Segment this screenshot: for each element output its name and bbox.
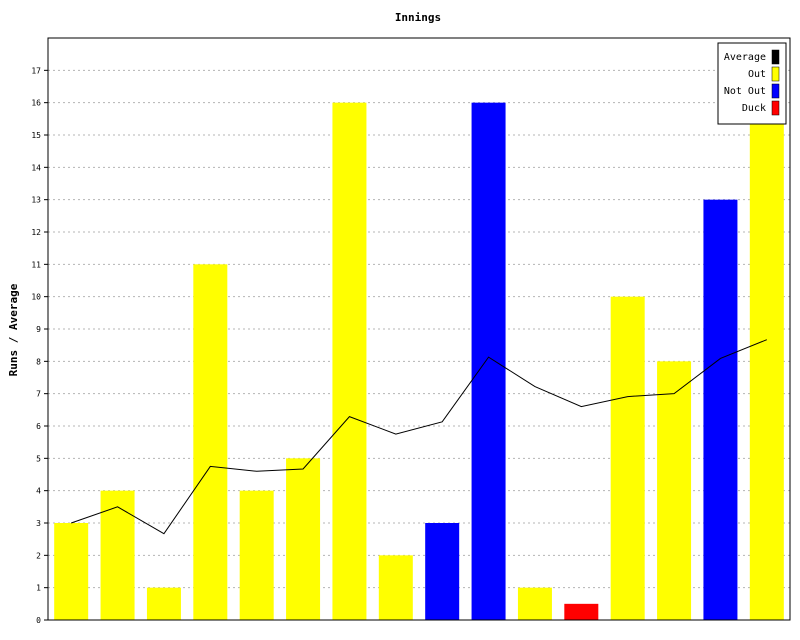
y-tick-label: 17 [31,66,41,75]
legend-label: Average [724,52,766,63]
bar-out [193,264,228,620]
bar-out [378,555,413,620]
legend-label: Out [748,69,766,80]
bar-out [657,361,692,620]
chart-title: Innings [395,11,441,24]
bar-out [286,458,321,620]
legend: Average Out Not Out Duck [717,42,787,125]
bar-out [100,490,135,620]
legend-swatch [771,100,780,116]
y-tick-label: 1 [36,584,41,593]
bar-duck [564,603,599,620]
y-tick-label: 10 [31,293,41,302]
bar-out [749,102,784,620]
bar-out [239,490,274,620]
y-tick-label: 4 [36,487,41,496]
legend-swatch [771,66,780,82]
average-series-line [71,339,767,535]
bar-out [332,102,367,620]
y-axis-label: Runs / Average [7,283,20,376]
gridlines [48,69,790,589]
legend-label: Duck [742,103,766,114]
y-tick-label: 3 [36,519,41,528]
bars [54,102,784,620]
bar-not-out [425,523,460,620]
y-tick-label: 12 [31,228,41,237]
legend-label: Not Out [724,86,766,97]
y-tick-label: 2 [36,551,41,560]
y-tick-label: 6 [36,422,41,431]
y-tick-label: 13 [31,196,41,205]
legend-swatch [771,49,780,65]
plot-frame [47,37,791,621]
bar-out [517,587,552,620]
y-tick-label: 16 [31,99,41,108]
y-tick-label: 5 [36,454,41,463]
bar-out [146,587,181,620]
y-tick-label: 15 [31,131,41,140]
y-tick-label: 11 [31,260,41,269]
y-tick-label: 9 [36,325,41,334]
average-line [71,339,767,535]
y-tick-label: 7 [36,390,41,399]
bar-not-out [471,102,506,620]
legend-swatch [771,83,780,99]
y-tick-label: 8 [36,357,41,366]
bar-out [54,523,89,620]
bar-out [610,296,645,620]
y-tick-label: 0 [36,616,41,625]
bar-not-out [703,199,738,620]
y-tick-label: 14 [31,163,41,172]
